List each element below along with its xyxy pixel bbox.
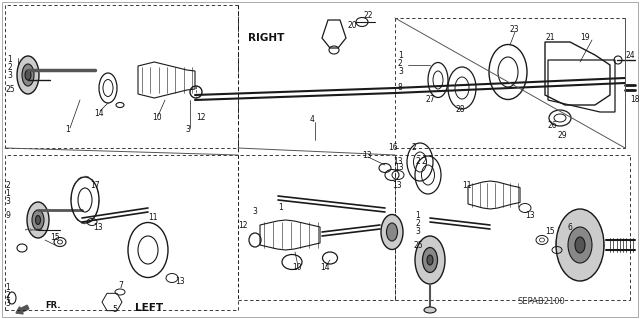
Ellipse shape [415,236,445,284]
Text: 13: 13 [175,278,184,286]
Ellipse shape [424,307,436,313]
Text: 13: 13 [394,164,404,173]
Ellipse shape [25,70,31,80]
Text: 12: 12 [238,220,248,229]
Text: 16: 16 [388,144,397,152]
Ellipse shape [32,210,44,230]
Text: 3: 3 [252,207,257,217]
Text: 13: 13 [93,224,102,233]
Text: 3: 3 [7,71,12,80]
Ellipse shape [556,209,604,281]
Text: ← leader: ← leader [25,228,43,232]
Text: 14: 14 [94,108,104,117]
Text: 21: 21 [545,33,554,42]
Text: 15: 15 [545,227,555,236]
Text: 3: 3 [5,299,10,308]
Text: 3: 3 [398,66,403,76]
Text: 24: 24 [625,50,635,60]
Text: RIGHT: RIGHT [248,33,284,43]
Ellipse shape [568,227,592,263]
Text: 12: 12 [196,114,205,122]
Text: 11: 11 [148,213,157,222]
Text: 25: 25 [5,85,15,94]
Text: 29: 29 [558,130,568,139]
Text: 20: 20 [348,20,358,29]
Text: 1: 1 [398,50,403,60]
Text: 2: 2 [5,291,10,300]
Text: 15: 15 [50,234,60,242]
Text: 1: 1 [5,189,10,197]
Ellipse shape [17,56,39,94]
Ellipse shape [35,216,40,225]
Text: 13: 13 [362,151,372,160]
Ellipse shape [422,248,438,272]
Text: 14: 14 [320,263,330,272]
Text: 1: 1 [415,211,420,219]
Text: 2: 2 [415,219,420,227]
Text: 13: 13 [392,181,402,189]
Text: 2: 2 [422,158,427,167]
Text: 22: 22 [363,11,372,20]
Text: 4: 4 [310,115,315,124]
Text: 5: 5 [112,306,117,315]
Text: 2: 2 [398,58,403,68]
Text: 19: 19 [580,33,589,42]
Text: 3: 3 [185,125,190,135]
Text: 23: 23 [510,26,520,34]
Text: 1: 1 [278,204,283,212]
Text: SEPAB2100: SEPAB2100 [518,298,566,307]
Text: 17: 17 [90,182,100,190]
Text: 27: 27 [425,95,435,105]
Text: 7: 7 [118,280,123,290]
Text: 11: 11 [462,181,472,189]
Text: 6: 6 [568,224,573,233]
Text: FR.: FR. [45,300,61,309]
Text: 10: 10 [152,114,162,122]
Text: 26: 26 [548,121,557,130]
Text: 13: 13 [525,211,534,219]
Ellipse shape [381,214,403,249]
Text: 1: 1 [65,125,70,135]
Text: 3: 3 [5,197,10,205]
Ellipse shape [575,237,585,253]
Text: 2: 2 [7,63,12,72]
Text: 13: 13 [393,158,403,167]
Text: 25: 25 [413,241,422,250]
Text: 9: 9 [5,211,10,219]
Text: 28: 28 [455,106,465,115]
Ellipse shape [387,223,397,241]
Text: 18: 18 [630,95,639,105]
Text: 2: 2 [412,144,417,152]
Text: 1: 1 [7,56,12,64]
Text: 2: 2 [415,158,420,167]
Ellipse shape [427,255,433,265]
FancyArrow shape [16,305,29,314]
Text: LEFT: LEFT [135,303,163,313]
Ellipse shape [27,202,49,238]
Text: 10: 10 [292,263,301,272]
Ellipse shape [22,64,34,86]
Text: 3: 3 [415,226,420,235]
Text: 1: 1 [5,283,10,292]
Text: 2: 2 [5,181,10,189]
Text: 8: 8 [398,83,403,92]
